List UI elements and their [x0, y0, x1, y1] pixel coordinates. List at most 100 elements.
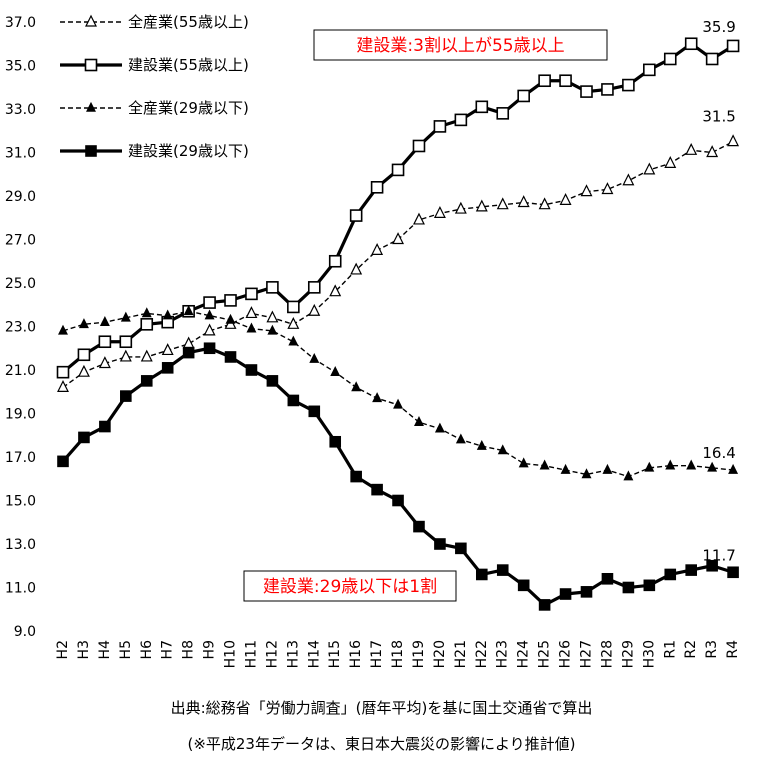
x-tick-label: H21 [453, 640, 469, 668]
data-point [98, 335, 112, 349]
data-point [140, 375, 153, 387]
legend-marker [85, 145, 97, 157]
data-point [77, 364, 90, 377]
data-point [224, 351, 237, 363]
y-tick-label: 37.0 [5, 15, 36, 31]
data-point [454, 201, 467, 214]
data-point [308, 303, 321, 316]
x-tick-label: H30 [641, 640, 657, 668]
x-tick-label: R4 [725, 640, 741, 659]
legend-label: 建設業(29歳以下) [128, 142, 249, 160]
data-point [476, 439, 487, 450]
data-point [706, 145, 719, 158]
data-point [475, 100, 489, 114]
data-point [496, 564, 509, 576]
data-point [560, 463, 571, 474]
data-point [664, 156, 677, 168]
data-point [161, 362, 174, 374]
x-tick-label: H7 [160, 640, 176, 659]
data-point [162, 309, 173, 320]
data-point [351, 381, 362, 392]
end-value-label: 16.4 [702, 444, 735, 462]
data-point [433, 120, 447, 133]
data-point [266, 281, 279, 294]
data-point [707, 461, 718, 472]
data-point [644, 461, 655, 472]
data-point [706, 559, 718, 572]
data-point [581, 468, 592, 479]
x-tick-label: H20 [432, 640, 448, 668]
end-value-label: 35.9 [702, 18, 735, 36]
data-point [119, 335, 133, 349]
x-tick-label: H4 [97, 640, 113, 660]
data-point [434, 538, 446, 550]
data-point [349, 209, 363, 222]
annotation-text: 建設業:3割以上が55歳以上 [356, 36, 564, 56]
data-point [307, 281, 321, 294]
data-point [120, 311, 131, 322]
data-point [267, 324, 278, 335]
x-tick-label: H11 [243, 640, 259, 668]
data-point [517, 579, 530, 592]
x-tick-label: H29 [620, 640, 636, 668]
y-tick-label: 17.0 [5, 450, 36, 466]
data-point [56, 365, 70, 379]
data-point [664, 568, 677, 581]
data-point [266, 375, 279, 387]
data-point [434, 422, 445, 433]
end-value-label: 11.7 [702, 546, 735, 564]
x-tick-label: H6 [139, 640, 155, 660]
legend-label: 全産業(55歳以上) [128, 13, 249, 31]
data-point [601, 572, 614, 585]
data-point [684, 37, 698, 51]
y-tick-label: 31.0 [5, 146, 36, 162]
data-point [414, 416, 424, 426]
x-tick-label: H27 [579, 640, 595, 668]
series-line-1 [62, 141, 734, 388]
data-point [99, 316, 110, 326]
data-point [475, 199, 488, 212]
data-point [78, 431, 90, 444]
y-tick-label: 13.0 [5, 537, 36, 553]
x-tick-label: H13 [285, 640, 301, 668]
data-point [622, 173, 635, 186]
data-point [643, 63, 656, 77]
y-tick-label: 25.0 [5, 276, 36, 292]
annotation-layer: 31.5 35.9 16.4 11.7 建設業:3割以上が55歳以上建設業:29歳以下は… [243, 18, 736, 602]
x-tick-label: H15 [327, 640, 343, 668]
data-point [538, 74, 551, 88]
series-line-3 [62, 310, 734, 478]
data-point [622, 78, 635, 92]
estimate-note: (※平成23年データは、東日本大震災の影響により推計値) [187, 735, 576, 753]
data-point [308, 405, 321, 418]
y-tick-label: 35.0 [5, 59, 36, 75]
data-point [455, 433, 466, 444]
x-tick-label: H28 [599, 640, 615, 668]
data-point [204, 309, 215, 320]
data-point [580, 586, 593, 598]
data-point [727, 566, 739, 579]
data-point [371, 243, 384, 255]
data-point [643, 162, 656, 175]
data-point [559, 588, 572, 600]
data-point [245, 306, 258, 319]
data-point [266, 310, 279, 323]
data-point [643, 579, 656, 592]
series-line-4 [61, 346, 734, 607]
data-point [328, 254, 342, 268]
data-point [538, 599, 551, 611]
y-tick-label: 19.0 [5, 407, 36, 423]
annotation-text: 建設業:29歳以下は1割 [263, 577, 437, 597]
data-point [685, 142, 698, 155]
data-point [728, 463, 739, 474]
data-point [203, 342, 216, 355]
data-point [517, 195, 530, 208]
y-tick-label: 27.0 [5, 233, 36, 249]
data-point [393, 398, 404, 409]
data-point [245, 364, 258, 376]
x-tick-label: H26 [558, 640, 574, 668]
x-tick-label: H10 [223, 640, 239, 668]
data-point [601, 83, 614, 96]
data-point [559, 193, 572, 205]
x-tick-label: H14 [306, 640, 322, 668]
